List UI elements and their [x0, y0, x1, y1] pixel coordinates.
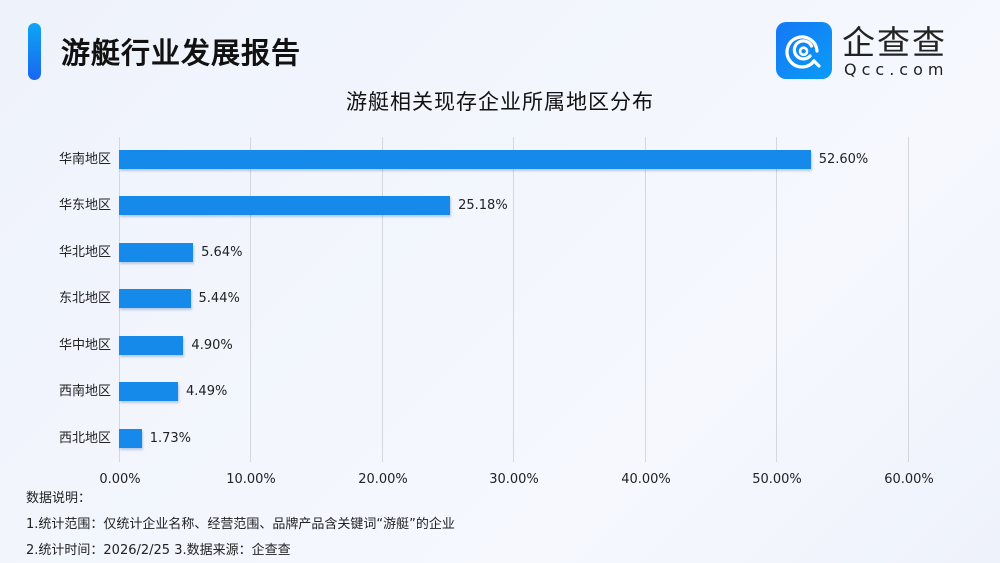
bar: [119, 150, 811, 169]
chart-plot-area: 华南地区 52.60% 华东地区 25.18% 华北地区 5.64% 东北地区 …: [59, 137, 909, 462]
data-notes: 数据说明： 1.统计范围：仅统计企业名称、经营范围、品牌产品含关键词“游艇”的企…: [26, 486, 455, 563]
qcc-logo: 企查查 Qcc.com: [776, 22, 948, 79]
category-label: 华中地区: [58, 338, 111, 353]
logo-en-text: Qcc.com: [844, 59, 949, 79]
bar-value-label: 25.18%: [458, 198, 508, 213]
bar: [119, 196, 451, 215]
gridline-30: [513, 137, 514, 462]
gridline-20: [382, 137, 383, 462]
bar-value-label: 5.44%: [198, 291, 240, 306]
x-tick-label: 30.00%: [489, 472, 539, 487]
gridline-40: [645, 137, 646, 462]
x-tick-label: 10.00%: [226, 472, 276, 487]
bar: [119, 243, 194, 262]
notes-line-time-source: 2.统计时间：2026/2/25 3.数据来源：企查查: [26, 543, 291, 558]
logo-cn-text: 企查查: [842, 22, 947, 62]
chart-title: 游艇相关现存企业所属地区分布: [346, 90, 654, 114]
x-tick-label: 0.00%: [99, 472, 141, 487]
category-label: 华东地区: [58, 198, 111, 213]
category-label: 西南地区: [58, 384, 111, 399]
category-label: 东北地区: [58, 291, 111, 306]
bar-value-label: 1.73%: [149, 431, 192, 446]
report-title: 游艇行业发展报告: [61, 36, 302, 70]
bar: [119, 336, 184, 355]
bar-value-label: 4.49%: [186, 384, 228, 399]
bar: [119, 289, 191, 308]
notes-line-scope: 1.统计范围：仅统计企业名称、经营范围、品牌产品含关键词“游艇”的企业: [26, 517, 455, 532]
bar-value-label: 52.60%: [818, 152, 869, 167]
bar-value-label: 4.90%: [191, 338, 233, 353]
title-accent-bar: [28, 23, 41, 80]
x-tick-label: 60.00%: [884, 472, 934, 487]
x-tick-label: 50.00%: [752, 472, 802, 487]
category-label: 西北地区: [58, 431, 111, 446]
x-tick-label: 20.00%: [358, 472, 408, 487]
gridline-50: [776, 137, 777, 462]
bar: [119, 429, 142, 448]
category-label: 华南地区: [58, 152, 111, 167]
category-label: 华北地区: [58, 245, 111, 260]
bar: [119, 382, 179, 401]
gridline-10: [250, 137, 251, 462]
bar-value-label: 5.64%: [201, 245, 243, 260]
gridline-60: [908, 137, 909, 462]
notes-heading: 数据说明：: [26, 491, 92, 506]
x-tick-label: 40.00%: [621, 472, 671, 487]
qcc-logo-icon: [776, 22, 832, 79]
